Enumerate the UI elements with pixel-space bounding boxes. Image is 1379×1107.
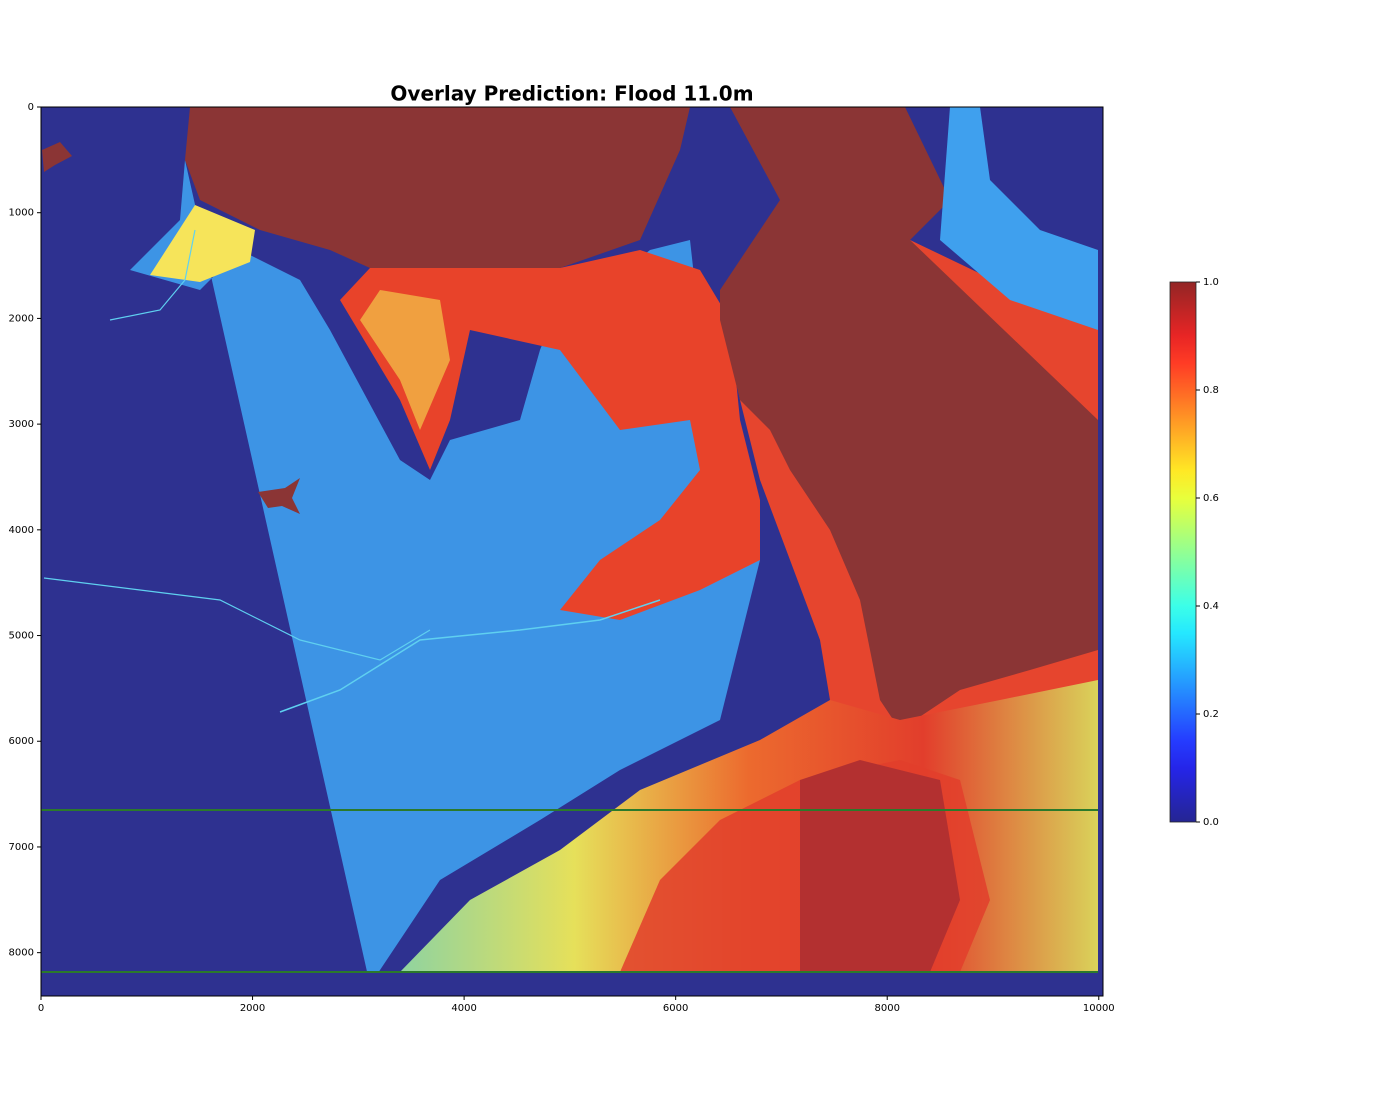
x-tick-label: 2000 (240, 1003, 265, 1014)
y-tick-label: 8000 (9, 948, 34, 959)
colorbar-tick-label: 0.0 (1203, 817, 1219, 828)
colorbar-tick-label: 0.6 (1203, 493, 1219, 504)
x-tick-label: 0 (38, 1003, 44, 1014)
map-image (41, 107, 1103, 996)
colorbar-tick-label: 0.4 (1203, 601, 1219, 612)
y-tick-label: 5000 (9, 631, 34, 642)
x-tick-label: 8000 (874, 1003, 899, 1014)
y-tick-label: 6000 (9, 736, 34, 747)
x-tick-label: 6000 (663, 1003, 688, 1014)
colorbar-tick-label: 1.0 (1203, 277, 1219, 288)
x-tick-label: 10000 (1083, 1003, 1115, 1014)
y-tick-label: 3000 (9, 419, 34, 430)
colorbar-tick-label: 0.8 (1203, 385, 1219, 396)
colorbar-tick-label: 0.2 (1203, 709, 1219, 720)
y-tick-label: 7000 (9, 842, 34, 853)
y-tick-label: 4000 (9, 525, 34, 536)
x-tick-label: 4000 (451, 1003, 476, 1014)
plot-frame (40, 106, 1104, 997)
y-tick-label: 2000 (9, 313, 34, 324)
colorbar (1169, 281, 1197, 823)
y-tick-label: 0 (28, 102, 34, 113)
chart-title: Overlay Prediction: Flood 11.0m (390, 82, 753, 106)
y-tick-label: 1000 (9, 208, 34, 219)
